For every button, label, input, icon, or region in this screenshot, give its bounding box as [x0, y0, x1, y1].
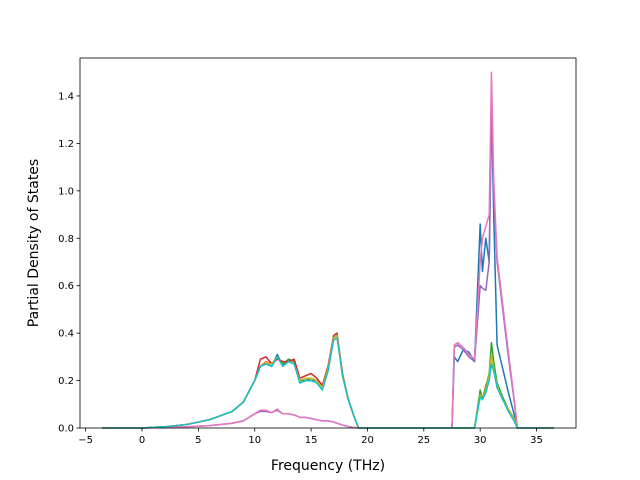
x-tick-label: 35 — [530, 435, 543, 446]
y-tick-label: 1.0 — [58, 186, 74, 197]
y-tick-label: 0.6 — [58, 281, 74, 292]
series-layer — [101, 71, 555, 429]
x-tick-label: 25 — [417, 435, 430, 446]
y-tick-label: 0.8 — [58, 234, 74, 245]
x-tick-label: 10 — [248, 435, 261, 446]
y-axis-label: Partial Density of States — [26, 159, 42, 327]
x-axis-ticks: −5 0 5 10 15 20 25 30 35 — [78, 428, 543, 446]
series-line-8 — [101, 337, 555, 429]
y-tick-label: 1.4 — [58, 91, 74, 102]
series-line-6 — [101, 71, 555, 429]
x-tick-label: −5 — [78, 435, 93, 446]
y-tick-label: 0.4 — [58, 329, 74, 340]
x-axis-label: Frequency (THz) — [271, 458, 385, 474]
x-tick-label: 30 — [474, 435, 487, 446]
x-tick-label: 15 — [305, 435, 318, 446]
y-tick-label: 0.2 — [58, 376, 74, 387]
plot-frame — [79, 57, 577, 429]
x-tick-label: 5 — [195, 435, 201, 446]
x-tick-label: 20 — [361, 435, 374, 446]
y-tick-label: 1.2 — [58, 139, 74, 150]
y-axis-ticks: 0.0 0.2 0.4 0.6 0.8 1.0 1.2 1.4 — [58, 91, 80, 435]
x-tick-label: 0 — [139, 435, 145, 446]
y-tick-label: 0.0 — [58, 424, 74, 435]
